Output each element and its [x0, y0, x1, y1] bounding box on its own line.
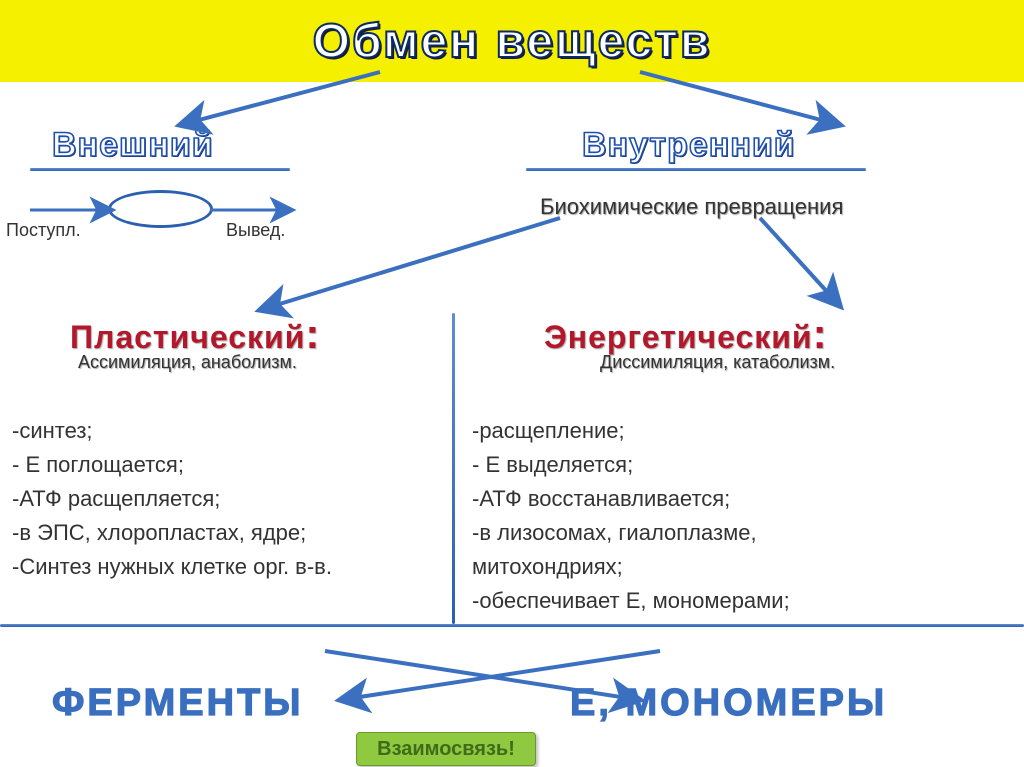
list-item: -синтез; — [12, 414, 332, 448]
bottom-left-term: ФЕРМЕНТЫ — [52, 682, 303, 725]
relation-badge: Взаимосвязь! — [356, 732, 536, 766]
arrows-layer — [0, 0, 1024, 767]
list-item: - Е поглощается; — [12, 448, 332, 482]
list-item: -расщепление; — [472, 414, 790, 448]
diagram-root: Обмен веществ Внешний Внутренний Поступл… — [0, 0, 1024, 767]
branch-right-underline — [526, 168, 866, 171]
list-item: -обеспечивает Е, мономерами; — [472, 584, 790, 618]
plastic-subtitle: Ассимиляция, анаболизм. — [78, 352, 297, 373]
list-item: -в лизосомах, гиалоплазме, — [472, 516, 790, 550]
list-item: - Е выделяется; — [472, 448, 790, 482]
energetic-subtitle: Диссимиляция, катаболизм. — [600, 352, 835, 373]
exchange-ellipse — [108, 190, 213, 228]
internal-subtitle: Биохимические превращения — [540, 194, 843, 220]
energetic-list: -расщепление;- Е выделяется;-АТФ восстан… — [472, 414, 790, 619]
vertical-divider — [452, 313, 455, 624]
external-out-label: Вывед. — [226, 220, 285, 241]
branch-right-label: Внутренний — [582, 126, 796, 165]
external-in-label: Поступл. — [6, 220, 81, 241]
list-item: -АТФ восстанавливается; — [472, 482, 790, 516]
bottom-rule — [0, 624, 1024, 627]
plastic-list: -синтез;- Е поглощается;-АТФ расщепляетс… — [12, 414, 332, 584]
bottom-right-term: Е, МОНОМЕРЫ — [570, 682, 887, 725]
main-title: Обмен веществ — [0, 14, 1024, 69]
list-item: митохондриях; — [472, 550, 790, 584]
plastic-heading: Пластический: — [70, 310, 319, 358]
branch-left-label: Внешний — [52, 126, 214, 165]
list-item: -АТФ расщепляется; — [12, 482, 332, 516]
branch-left-underline — [30, 168, 290, 171]
energetic-heading: Энергетический: — [544, 310, 827, 358]
list-item: -Синтез нужных клетке орг. в-в. — [12, 550, 332, 584]
list-item: -в ЭПС, хлоропластах, ядре; — [12, 516, 332, 550]
